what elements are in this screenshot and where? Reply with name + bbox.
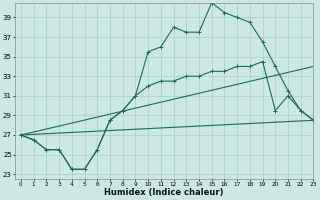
X-axis label: Humidex (Indice chaleur): Humidex (Indice chaleur) xyxy=(104,188,224,197)
